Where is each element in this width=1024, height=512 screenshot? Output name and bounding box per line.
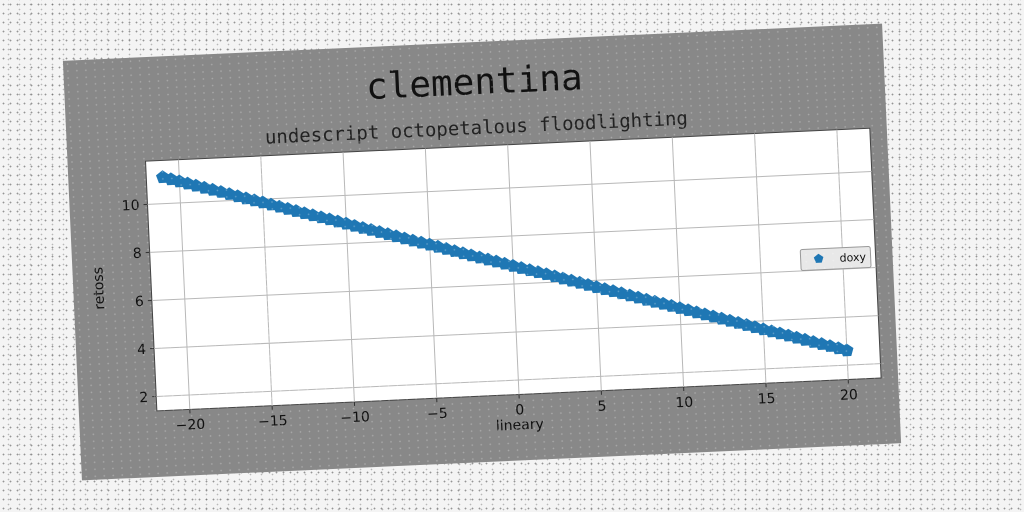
x-axis-label: lineary bbox=[496, 416, 545, 434]
x-tick-label: −10 bbox=[340, 409, 370, 426]
y-gridline bbox=[154, 315, 879, 349]
y-gridline bbox=[156, 363, 881, 398]
legend-box bbox=[799, 245, 872, 271]
y-tick-label: 2 bbox=[139, 390, 149, 406]
chart-svg: clementina undescript octopetalous flood… bbox=[90, 57, 882, 435]
data-points bbox=[155, 170, 854, 357]
y-gridline bbox=[149, 219, 874, 253]
x-tick-label: 20 bbox=[840, 387, 859, 404]
y-tick-label: 10 bbox=[121, 198, 140, 215]
x-tick-label: 0 bbox=[515, 402, 525, 418]
x-tick-label: −20 bbox=[175, 417, 205, 434]
legend: doxy bbox=[799, 245, 872, 271]
grid bbox=[143, 129, 881, 414]
x-gridline bbox=[342, 152, 355, 402]
data-point bbox=[840, 343, 854, 357]
x-tick-label: 5 bbox=[597, 399, 607, 415]
y-tick-label: 6 bbox=[135, 294, 145, 310]
x-tick-label: −15 bbox=[258, 413, 288, 430]
x-tick-label: −5 bbox=[427, 406, 448, 423]
x-tick-label: 15 bbox=[757, 391, 776, 408]
y-gridline bbox=[147, 171, 872, 205]
legend-label: doxy bbox=[839, 251, 866, 265]
x-gridline bbox=[177, 159, 191, 410]
x-tick-labels: −20 −15 −10 −5 0 5 10 15 20 bbox=[175, 387, 858, 434]
x-gridline bbox=[589, 140, 602, 391]
y-gridline bbox=[151, 267, 877, 301]
legend-marker bbox=[813, 253, 824, 263]
y-axis-label: retoss bbox=[90, 267, 108, 310]
x-gridline bbox=[754, 133, 767, 384]
chart-card: clementina undescript octopetalous flood… bbox=[62, 23, 902, 481]
y-tick-label: 8 bbox=[132, 246, 142, 262]
chart-title: clementina bbox=[365, 57, 583, 108]
x-gridline bbox=[671, 137, 685, 388]
x-tick-label: 10 bbox=[675, 395, 694, 412]
x-gridline bbox=[424, 148, 438, 399]
y-tick-label: 4 bbox=[137, 342, 147, 358]
y-tick-labels: 2 4 6 8 10 bbox=[121, 198, 149, 406]
